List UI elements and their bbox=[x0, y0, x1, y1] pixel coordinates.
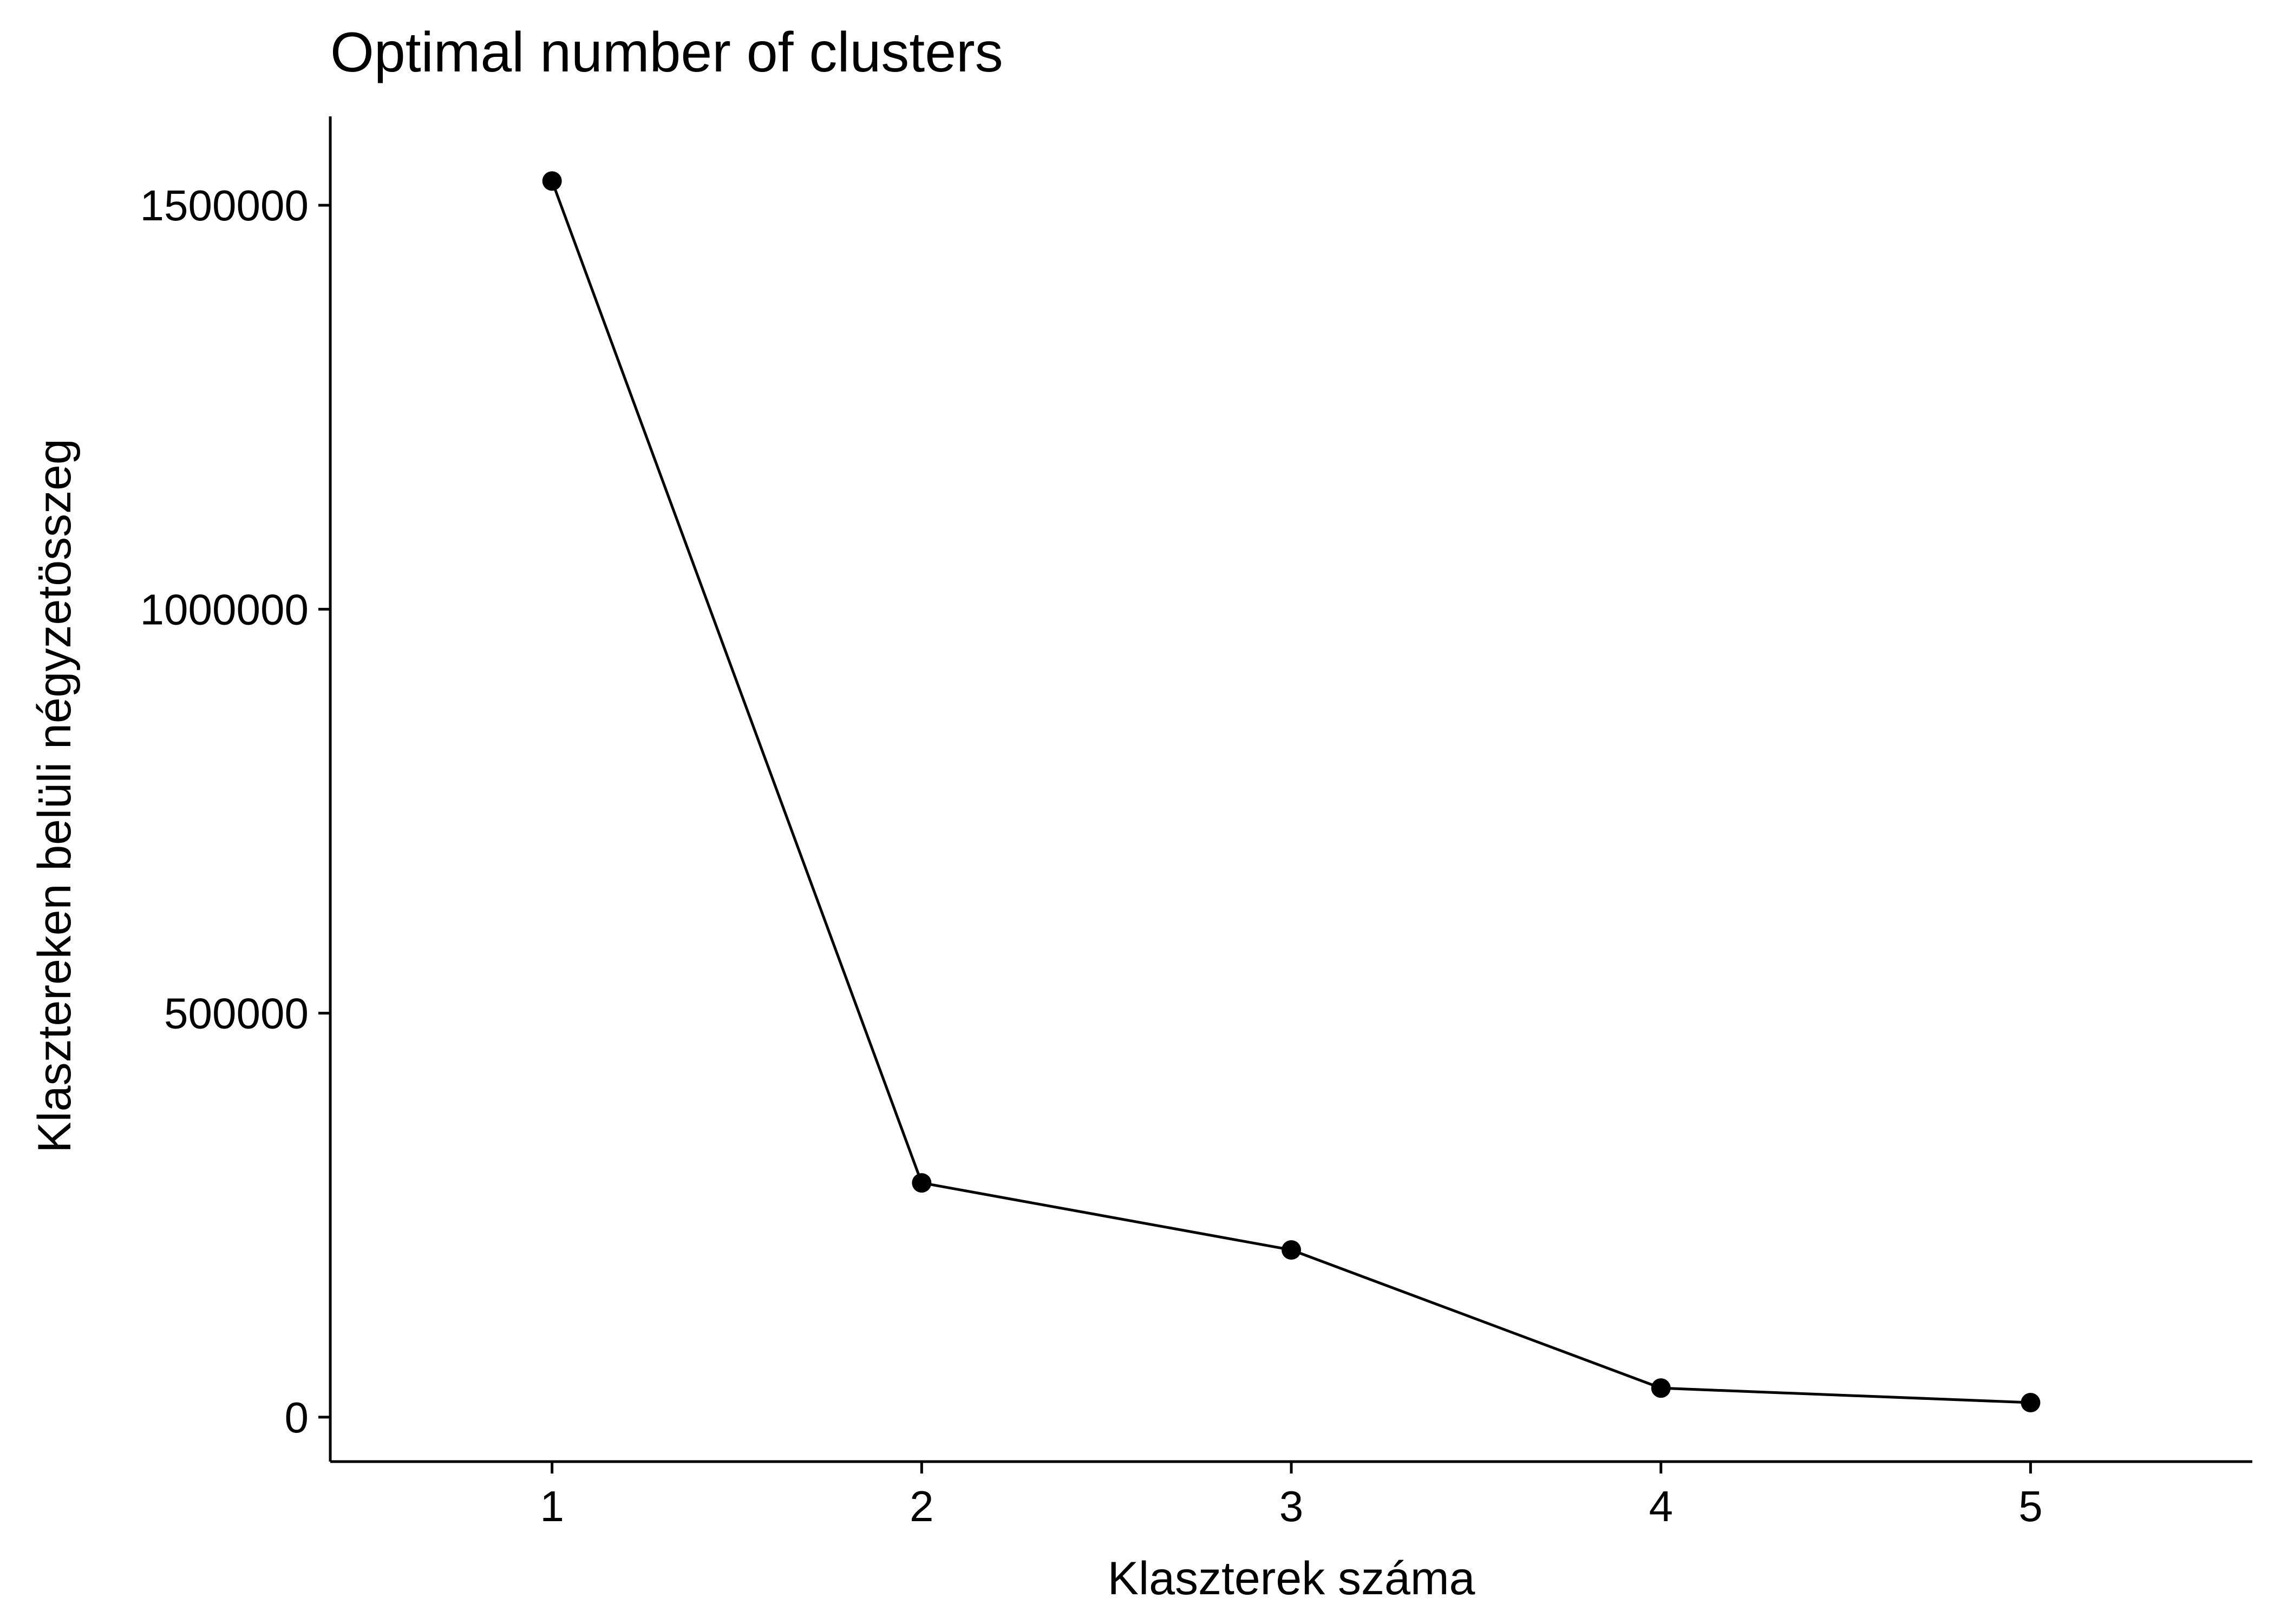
series-line bbox=[551, 180, 2031, 1404]
y-tick-label: 0 bbox=[285, 1393, 309, 1442]
x-axis-title: Klaszterek száma bbox=[1108, 1553, 1475, 1605]
x-tick-label: 4 bbox=[1649, 1482, 1673, 1530]
y-tick-label: 1000000 bbox=[140, 585, 309, 633]
y-tick-label: 500000 bbox=[164, 990, 309, 1038]
data-point bbox=[1651, 1378, 1671, 1398]
data-point bbox=[542, 171, 562, 191]
y-tick-label: 1500000 bbox=[140, 181, 309, 230]
series-group bbox=[542, 171, 2041, 1413]
x-axis: 1 2 3 4 5 bbox=[330, 1460, 2252, 1530]
chart-title: Optimal number of clusters bbox=[330, 21, 1003, 84]
x-tick-label: 2 bbox=[910, 1482, 934, 1530]
x-tick-label: 5 bbox=[2018, 1482, 2043, 1530]
y-axis-title: Klasztereken belüli négyzetösszeg bbox=[29, 438, 81, 1152]
data-point bbox=[2021, 1393, 2041, 1413]
x-tick-label: 1 bbox=[540, 1482, 564, 1530]
x-tick-label: 3 bbox=[1279, 1482, 1304, 1530]
data-point bbox=[1282, 1240, 1301, 1260]
data-point bbox=[912, 1173, 932, 1193]
y-axis: 0 500000 1000000 1500000 bbox=[140, 116, 332, 1462]
